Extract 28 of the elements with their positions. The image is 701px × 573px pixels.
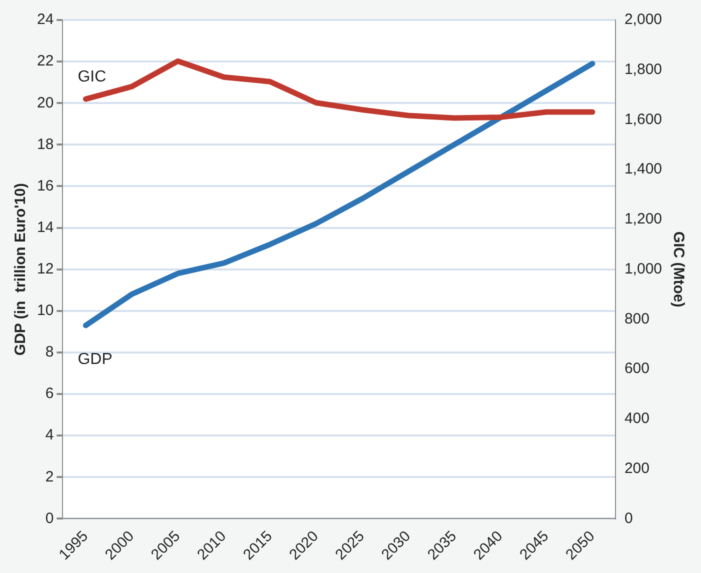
y-tick-label: 24 [36,11,54,28]
y-tick-label: 8 [45,344,54,361]
y-tick-label: 16 [36,177,54,194]
y-tick-label: 18 [36,136,54,153]
y2-tick-label: 600 [624,360,650,378]
y2-tick-label: 0 [624,510,633,527]
y-tick-label: 20 [36,94,54,112]
series-label: GDP [78,350,112,368]
y-tick-label: 10 [36,302,54,320]
y2-tick-label: 1,000 [624,260,662,278]
y-tick-label: 2 [45,468,54,486]
y2-tick-label: 1,200 [624,210,662,228]
y2-tick-label: 1,600 [624,110,662,128]
y-tick-label: 14 [36,218,54,236]
y2-tick-label: 800 [624,310,650,328]
y2-axis-title: GIC (Mtoe) [670,231,687,308]
y-tick-label: 6 [45,385,54,402]
y2-tick-label: 2,000 [624,11,662,28]
y-tick-label: 12 [36,260,54,278]
y-axis-title: GDP (in trillion Euro'10) [12,183,30,356]
y-tick-label: 0 [45,510,54,527]
y2-tick-label: 1,800 [624,61,662,78]
y2-tick-label: 200 [624,460,650,477]
y-tick-label: 22 [36,52,54,70]
y2-tick-label: 400 [624,410,650,428]
y2-tick-label: 1,400 [624,160,662,178]
series-label: GIC [78,68,106,86]
y-tick-label: 4 [45,426,54,444]
